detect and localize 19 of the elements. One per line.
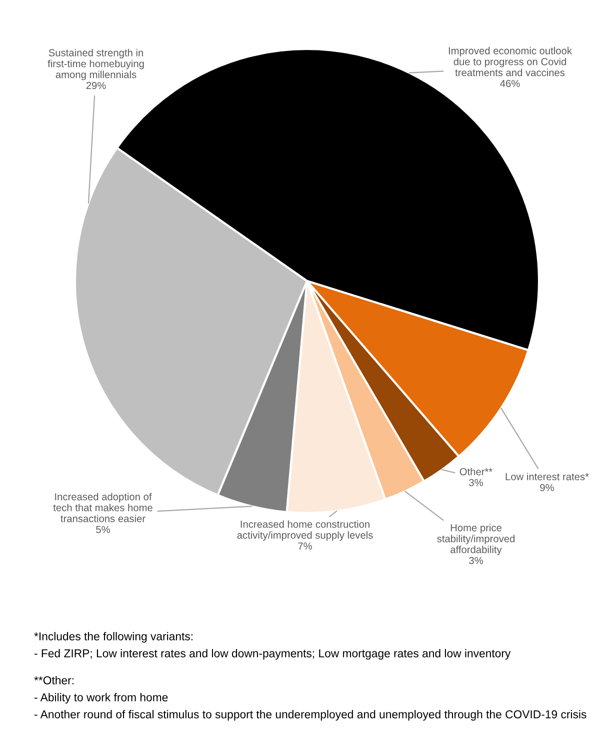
slice-label: Increased home construction activity/improved supply levels <box>237 520 373 541</box>
slice-label: Sustained strength in first-time homebuying among millennials <box>48 48 144 80</box>
text: *Includes the following variants: <box>34 632 192 643</box>
data-label: 9% <box>540 484 554 492</box>
data-label: 29% <box>86 82 106 90</box>
data-label: 46% <box>500 80 520 88</box>
text: - Fed ZIRP; Low interest rates and low down-payments; Low mortgage rates and low inventory <box>34 649 511 660</box>
slice-label: Other** <box>460 468 492 476</box>
data-label: 3% <box>469 479 483 486</box>
text: - Another round of fiscal stimulus to support the underemployed and unemployed through the COVID-19 crisis <box>34 710 586 721</box>
slice-label: Low interest rates* <box>506 472 589 480</box>
text: **Other: <box>34 676 74 684</box>
slice-label: Improved economic outlook due to progress on Covid treatments and vaccines <box>448 46 572 76</box>
slice-label: Increased adoption of tech that makes home transactions easier <box>53 492 152 522</box>
data-label: 5% <box>96 526 110 534</box>
data-label: 7% <box>298 542 312 550</box>
slice-label: Home price stability/improved affordability <box>437 524 515 556</box>
data-label: 3% <box>469 556 483 564</box>
text: - Ability to work from home <box>34 693 168 704</box>
